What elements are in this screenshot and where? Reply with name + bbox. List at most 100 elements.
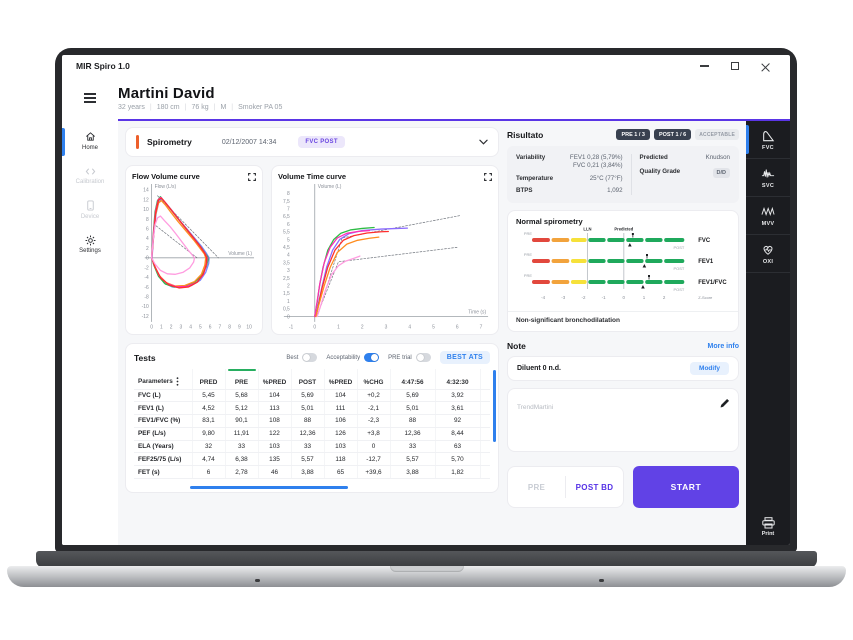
table-row[interactable]: FEV1 (L) 4,52 5,12 113 5,01 111 -2,1 5,01 3,61 <box>134 401 490 416</box>
meta-separator: | <box>184 104 187 111</box>
svg-text:5,5: 5,5 <box>283 230 290 236</box>
svg-text:2: 2 <box>146 246 149 252</box>
sidebar-item-oxi[interactable]: OXI <box>746 235 790 273</box>
svg-text:-2: -2 <box>144 265 149 271</box>
normal-spirometry-title: Normal spirometry <box>516 217 583 227</box>
table-cell: 118 <box>324 452 358 467</box>
maximize-icon[interactable] <box>731 62 739 70</box>
tests-column-header: %PRED <box>258 369 292 390</box>
svg-text:Volume (L): Volume (L) <box>318 184 342 190</box>
table-cell: -2,1 <box>357 401 391 416</box>
toggle-acceptability[interactable]: Acceptability <box>326 353 380 362</box>
volume-time-card: Volume Time curve -1 0 1 2 3 4 5 6 7 0 0,5 1 1,5 2 2,5… <box>271 165 499 335</box>
svg-text:2: 2 <box>287 283 290 289</box>
table-row[interactable]: FEF25/75 (L/s) 4,74 6,38 135 5,57 118 -12,7 5,5… <box>134 452 490 467</box>
sidebar-item-fvc[interactable]: FVC <box>746 121 790 159</box>
laptop-latch-notch <box>389 566 464 572</box>
svg-text:2: 2 <box>663 295 666 300</box>
post-count-badge: POST 1 / 6 <box>653 129 692 140</box>
svg-text:5: 5 <box>287 237 290 243</box>
best-ats-button[interactable]: BEST ATS <box>439 351 490 364</box>
sidebar-item-label: FVC <box>762 145 774 151</box>
note-placeholder: TrendMartini <box>517 404 554 412</box>
pre-count-badge: PRE 1 / 3 <box>616 129 650 140</box>
svg-text:8: 8 <box>287 191 290 197</box>
table-cell: 106 <box>324 414 358 428</box>
table-cell: 3,61 <box>435 401 481 416</box>
toggle-best[interactable]: Best <box>286 353 318 362</box>
toggle-switch[interactable] <box>302 353 318 362</box>
minimize-icon[interactable] <box>700 65 709 67</box>
btps-label: BTPS <box>516 187 533 195</box>
expand-icon[interactable] <box>484 172 492 181</box>
svg-text:6: 6 <box>146 226 149 232</box>
svg-text:FVC: FVC <box>698 238 711 244</box>
vertical-scrollbar[interactable] <box>493 370 496 442</box>
sidebar-item-svc[interactable]: SVC <box>746 159 790 197</box>
note-title: Note <box>507 341 526 352</box>
meta-separator: | <box>149 104 152 111</box>
svg-text:-2: -2 <box>581 295 585 300</box>
svg-text:1: 1 <box>160 324 163 330</box>
toggle-switch[interactable] <box>415 353 431 362</box>
session-bar[interactable]: Spirometry 02/12/2007 14:34 FVC POST <box>125 127 499 157</box>
table-cell: 5,01 <box>291 401 325 416</box>
table-cell: 5,57 <box>390 452 436 467</box>
svg-text:5: 5 <box>199 324 202 330</box>
tests-title: Tests <box>134 352 156 363</box>
sidebar-item-mvv[interactable]: MVV <box>746 197 790 235</box>
column-menu-icon[interactable] <box>176 377 179 386</box>
mvv-zigzag-icon <box>761 206 775 217</box>
table-row[interactable]: FVC (L) 5,45 5,68 104 5,69 104 +0,2 5,69 3,92 <box>134 389 490 403</box>
sidebar-item-label: MVV <box>761 221 775 227</box>
post-bd-button[interactable]: POST BD <box>575 482 614 492</box>
svg-text:10: 10 <box>246 324 252 330</box>
sidebar-item-device[interactable]: Device <box>62 200 118 220</box>
sidebar-item-home[interactable]: Home <box>62 128 118 156</box>
svg-text:3: 3 <box>287 268 290 274</box>
svg-text:3,5: 3,5 <box>283 260 290 266</box>
table-cell: 32 <box>192 440 226 454</box>
laptop-screen-bezel: MIR Spiro 1.0 Martini David 32 years | 180… <box>55 48 797 552</box>
svg-text:-10: -10 <box>142 304 149 310</box>
table-cell: FVC (L) <box>134 389 193 403</box>
hamburger-menu-icon[interactable] <box>62 93 118 103</box>
svg-text:6: 6 <box>209 324 212 330</box>
sidebar-item-calibration[interactable]: Calibration <box>62 166 118 185</box>
modify-button[interactable]: Modify <box>690 362 729 376</box>
table-row[interactable]: FEV1/FVC (%) 83,1 90,1 108 88 106 -2,3 88 92 <box>134 414 490 428</box>
start-button[interactable]: START <box>633 466 739 509</box>
svg-text:-4: -4 <box>144 275 149 281</box>
table-cell: 4,52 <box>192 401 226 416</box>
printer-icon <box>761 517 775 529</box>
toggle-switch[interactable] <box>364 353 380 362</box>
tests-table: ParametersPREDPRE%PREDPOST%PRED%CHG★4:47… <box>134 369 490 479</box>
print-button[interactable]: Print <box>746 517 790 537</box>
table-cell: 122 <box>258 427 292 441</box>
toggle-pre-trial[interactable]: PRE trial <box>388 353 431 362</box>
table-cell: 63 <box>435 440 481 454</box>
table-cell: 1,82 <box>435 465 481 479</box>
pre-button[interactable]: PRE <box>527 482 546 492</box>
expand-icon[interactable] <box>248 172 256 181</box>
table-row[interactable]: ELA (Years) 32 33 103 33 103 0 33 63 <box>134 440 490 454</box>
volume-time-title: Volume Time curve <box>278 172 347 181</box>
close-icon[interactable] <box>761 62 770 71</box>
svg-text:2: 2 <box>170 324 173 330</box>
horizontal-scrollbar[interactable] <box>190 486 348 489</box>
svg-text:0: 0 <box>146 256 149 262</box>
variability-label: Variability <box>516 154 546 161</box>
table-cell: FEV1/FVC (%) <box>134 414 193 428</box>
note-textarea[interactable]: TrendMartini <box>507 388 739 453</box>
table-cell: 5,70 <box>435 452 481 467</box>
svg-text:0: 0 <box>313 324 316 330</box>
edit-pencil-icon[interactable] <box>720 395 730 413</box>
chevron-down-icon[interactable] <box>479 139 488 145</box>
gear-icon <box>85 235 95 245</box>
more-info-link[interactable]: More info <box>707 342 740 350</box>
table-row[interactable]: FET (s) 6 2,78 46 3,88 65 +39,6 3,88 1,82 <box>134 465 490 479</box>
svg-text:-12: -12 <box>142 314 149 320</box>
sidebar-item-settings[interactable]: Settings <box>62 235 118 254</box>
table-row[interactable]: PEF (L/s) 9,80 11,91 122 12,36 126 +3,8 12,36 8,… <box>134 427 490 441</box>
table-cell: 5,01 <box>390 401 436 416</box>
